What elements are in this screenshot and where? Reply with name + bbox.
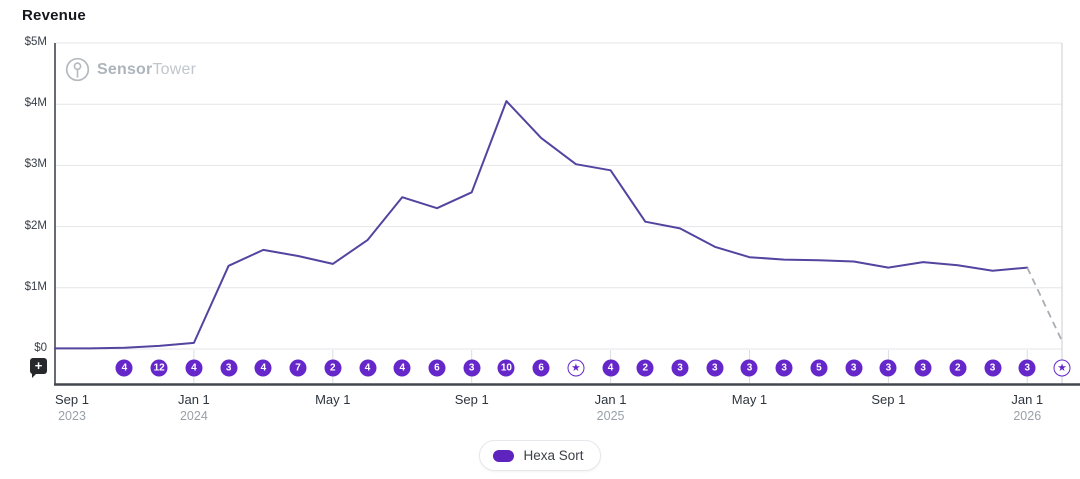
event-badge-count[interactable]: 3 xyxy=(914,359,932,377)
event-badge-count[interactable]: 2 xyxy=(949,359,967,377)
x-tick-date: Jan 1 xyxy=(594,392,627,407)
event-badge-count[interactable]: 3 xyxy=(879,359,897,377)
page-title: Revenue xyxy=(22,7,86,24)
y-tick-label: $4M xyxy=(24,97,47,110)
x-tick-date: Jan 1 xyxy=(1011,392,1044,407)
event-badge-star[interactable]: ★ xyxy=(567,359,585,377)
event-badge-count[interactable]: 3 xyxy=(984,359,1002,377)
event-badge-count[interactable]: 3 xyxy=(845,359,863,377)
watermark-light: Tower xyxy=(152,60,197,78)
x-tick-date: Jan 1 xyxy=(177,392,210,407)
legend-item-hexa-sort[interactable]: Hexa Sort xyxy=(479,440,601,471)
event-badge-count[interactable]: 10 xyxy=(497,359,515,377)
y-tick-label: $5M xyxy=(24,36,47,48)
event-badge-count[interactable]: 7 xyxy=(289,359,307,377)
event-badge-count[interactable]: 2 xyxy=(636,359,654,377)
x-tick-label: Jan 1 2025 xyxy=(595,392,627,423)
sensortower-watermark: SensorTower xyxy=(65,57,196,82)
series-color-swatch xyxy=(493,449,515,462)
x-tick-label: May 1 xyxy=(315,392,350,407)
legend: Hexa Sort xyxy=(0,440,1080,471)
event-badge-count[interactable]: 4 xyxy=(115,359,133,377)
x-tick-date: Sep 1 xyxy=(454,392,489,407)
x-tick-label: Jan 1 2024 xyxy=(178,392,210,423)
event-badge-count[interactable]: 4 xyxy=(393,359,411,377)
event-badge-count[interactable]: 4 xyxy=(254,359,272,377)
x-tick-date: May 1 xyxy=(315,392,351,407)
revenue-line-hexa-sort xyxy=(54,100,1029,350)
x-tick-date: Sep 1 xyxy=(871,392,906,407)
y-tick-label: $1M xyxy=(24,280,47,293)
event-badge-count[interactable]: 3 xyxy=(463,359,481,377)
x-tick-year: 2026 xyxy=(1013,409,1042,423)
event-badge-count[interactable]: 6 xyxy=(532,359,550,377)
event-badge-star[interactable]: ★ xyxy=(1053,359,1071,377)
x-tick-label: Sep 1 xyxy=(871,392,905,407)
event-badge-count[interactable]: 2 xyxy=(324,359,342,377)
event-badge-count[interactable]: 3 xyxy=(671,359,689,377)
y-tick-label: $2M xyxy=(24,219,47,232)
event-badge-count[interactable]: 12 xyxy=(150,359,168,377)
event-badge-count[interactable]: 4 xyxy=(359,359,377,377)
revenue-line-forecast-dashed xyxy=(1026,267,1063,342)
legend-item-label: Hexa Sort xyxy=(523,448,584,463)
event-badge-count[interactable]: 4 xyxy=(602,359,620,377)
event-badge-count[interactable]: 3 xyxy=(740,359,758,377)
x-tick-date: Sep 1 xyxy=(55,392,89,407)
event-badge-count[interactable]: 4 xyxy=(185,359,203,377)
event-badge-count[interactable]: 3 xyxy=(706,359,724,377)
y-tick-label: $3M xyxy=(24,158,47,171)
watermark-bold: Sensor xyxy=(97,60,153,78)
x-tick-label: Sep 1 2023 xyxy=(55,392,89,423)
x-tick-year: 2025 xyxy=(596,409,625,423)
x-tick-year: 2024 xyxy=(179,409,208,423)
event-badge-count[interactable]: 5 xyxy=(810,359,828,377)
event-badge-count[interactable]: 3 xyxy=(220,359,238,377)
x-tick-label: May 1 xyxy=(732,392,767,407)
event-badge-count[interactable]: 3 xyxy=(1018,359,1036,377)
x-tick-date: May 1 xyxy=(731,392,768,407)
x-tick-label: Jan 1 2026 xyxy=(1011,392,1043,423)
watermark-text: SensorTower xyxy=(97,61,196,79)
event-badge-count[interactable]: 6 xyxy=(428,359,446,377)
event-badge-count[interactable]: 3 xyxy=(775,359,793,377)
sensortower-logo-icon xyxy=(65,57,90,82)
add-annotation-button[interactable]: + xyxy=(30,358,47,378)
y-tick-label: $0 xyxy=(34,342,47,354)
x-tick-year: 2023 xyxy=(58,409,86,423)
x-tick-label: Sep 1 xyxy=(455,392,489,407)
